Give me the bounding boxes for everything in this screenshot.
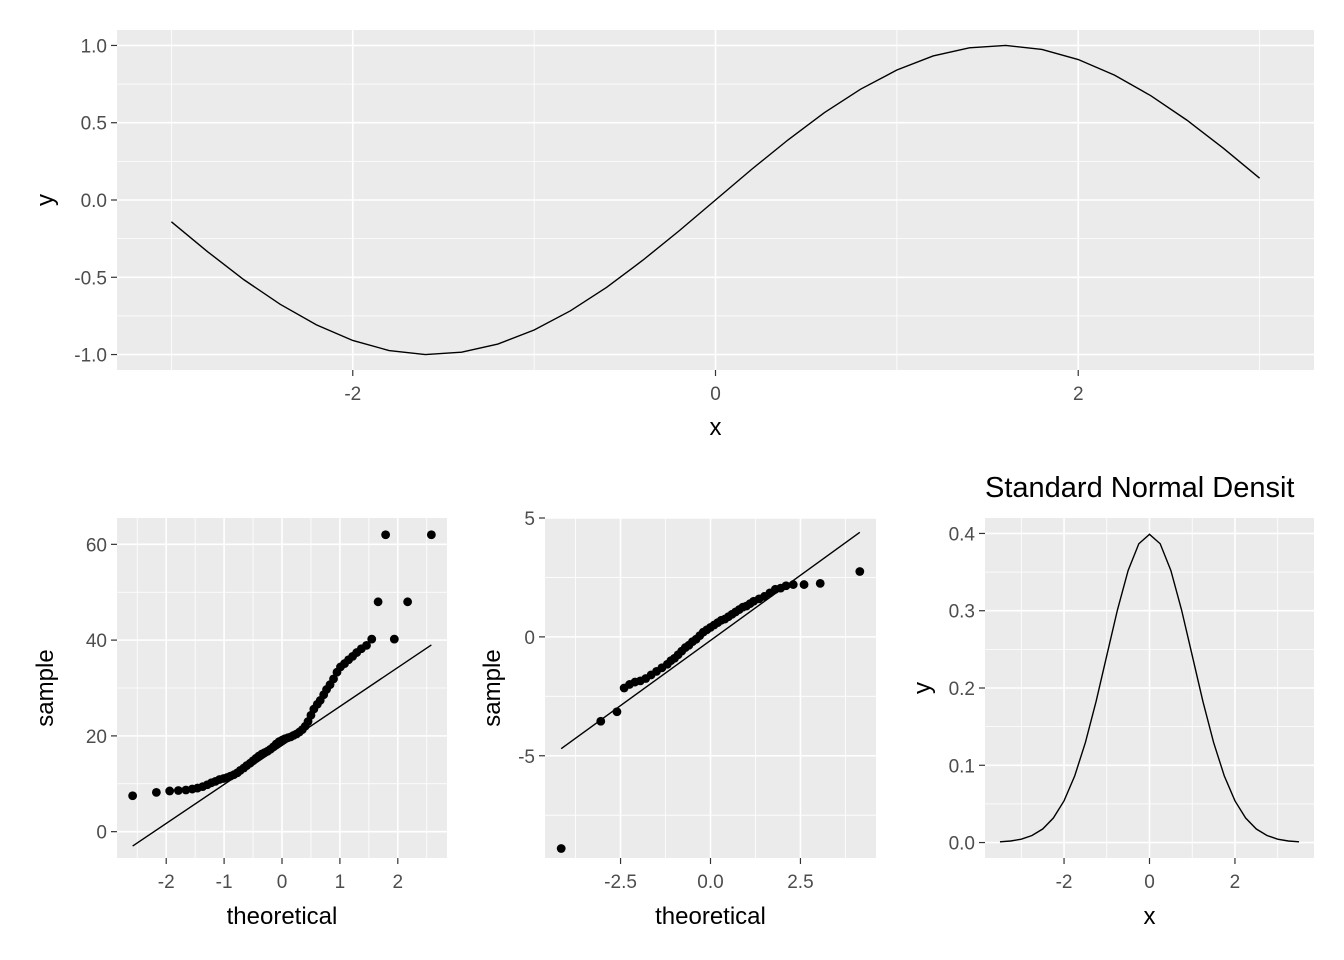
series-line [999, 533, 1300, 843]
qq-reference-line [132, 644, 432, 847]
x-tick-label: -2 [344, 384, 361, 405]
x-tick-label: 2 [393, 872, 404, 893]
data-point [362, 640, 371, 650]
data-point [781, 581, 791, 591]
data-point [403, 597, 413, 607]
y-tick-label: 5 [524, 509, 535, 530]
data-point [367, 634, 377, 644]
y-tick-label: 0.2 [949, 679, 975, 700]
y-tick-label: 20 [86, 727, 107, 748]
y-tick-label: -1.0 [74, 346, 107, 367]
sine-plot: -2 0 2 -1.0 -0.5 0.0 0.5 1.0 x y [32, 30, 1314, 441]
data-layer [556, 531, 865, 853]
x-tick-label: 2 [1073, 384, 1084, 405]
data-point [596, 716, 606, 726]
y-tick-label: 0.5 [81, 114, 107, 135]
x-axis-title: x [1144, 903, 1156, 930]
y-axis-title: y [32, 194, 59, 206]
x-axis-title: x [710, 414, 722, 441]
data-layer [999, 533, 1300, 843]
x-tick-label: 0 [710, 384, 721, 405]
x-axis-title: theoretical [655, 903, 766, 930]
x-tick-label: -2 [158, 872, 175, 893]
y-tick-label: 0.0 [949, 834, 975, 855]
y-tick-label: -5 [518, 747, 535, 768]
y-tick-label: 60 [86, 535, 107, 556]
y-tick-label: 0 [524, 628, 535, 649]
data-point [151, 787, 161, 797]
data-point [426, 530, 436, 540]
data-point [815, 578, 825, 588]
data-point [381, 530, 391, 540]
x-tick-label: 2 [1230, 872, 1241, 893]
data-point [329, 674, 338, 684]
data-point [556, 844, 566, 853]
y-tick-label: 1.0 [81, 36, 107, 57]
x-tick-label: -2 [1056, 872, 1073, 893]
x-tick-label: -1 [216, 872, 233, 893]
qq-reference-line [560, 531, 861, 750]
series-line [170, 44, 1261, 356]
data-point [373, 597, 383, 607]
normal-density-plot: -2 0 2 0.0 0.1 0.2 0.3 0.4 x y Standard Normal Den… [909, 472, 1314, 930]
y-tick-label: 0.1 [949, 756, 975, 777]
y-tick-label: 0 [96, 823, 107, 844]
data-point [799, 580, 809, 589]
x-tick-label: 2.5 [787, 872, 813, 893]
y-axis-title: sample [32, 649, 59, 726]
y-tick-label: 0.4 [949, 524, 976, 545]
y-tick-label: -0.5 [74, 268, 107, 289]
data-point [165, 786, 175, 796]
x-tick-label: -2.5 [604, 872, 637, 893]
data-point [788, 580, 798, 589]
y-axis-title: y [909, 682, 936, 694]
x-tick-label: 0 [277, 872, 288, 893]
data-point [389, 634, 399, 644]
data-point [173, 786, 183, 795]
plot-title: Standard Normal Densit [985, 472, 1294, 504]
y-axis-title: sample [479, 649, 506, 726]
y-tick-label: 0.0 [81, 191, 107, 212]
y-tick-label: 0.3 [949, 602, 975, 623]
data-point [612, 707, 622, 717]
x-tick-label: 0.0 [697, 872, 723, 893]
qq-plot-middle: -2.5 0.0 2.5 -5 0 5 theoretical sample [479, 509, 876, 930]
data-point [128, 791, 138, 801]
data-point [855, 567, 865, 576]
x-tick-label: 0 [1144, 872, 1155, 893]
x-axis-title: theoretical [227, 903, 338, 930]
x-tick-label: 1 [335, 872, 346, 893]
y-tick-label: 40 [86, 631, 107, 652]
data-layer [170, 44, 1261, 356]
data-layer [128, 530, 436, 847]
